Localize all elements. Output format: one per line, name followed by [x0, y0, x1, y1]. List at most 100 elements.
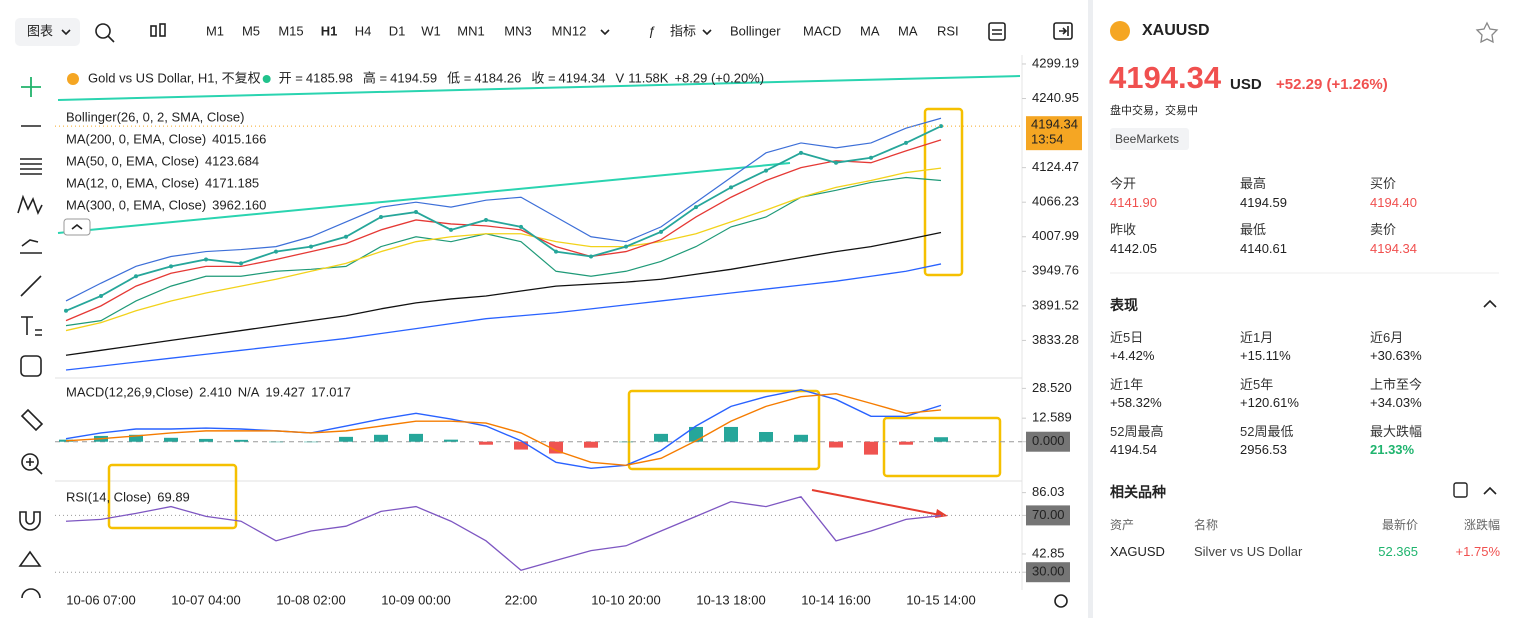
related-header: 名称 — [1194, 518, 1219, 532]
collapse-icon[interactable] — [1483, 486, 1497, 495]
indicators-menu[interactable]: 指标 — [670, 23, 696, 38]
macd-histogram-bar — [514, 441, 528, 450]
annotation-arrow[interactable] — [811, 489, 941, 516]
macd-line — [65, 389, 942, 469]
macd-legend-title: MACD(12,26,9,Close) — [66, 384, 193, 399]
chart-menu-button[interactable] — [15, 18, 80, 46]
y-tick-label: 0.000 — [1032, 433, 1065, 448]
hide-tool[interactable] — [21, 588, 41, 599]
emoji-tool[interactable] — [20, 355, 42, 377]
timeframe-button[interactable]: D1 — [389, 23, 406, 38]
y-tick-label: 3833.28 — [1032, 332, 1079, 347]
collapse-legend-button[interactable] — [63, 218, 91, 236]
ohlc-label: 收 = — [531, 70, 555, 85]
pattern-tool[interactable] — [17, 194, 43, 216]
x-tick-label: 10-14 16:00 — [801, 592, 870, 607]
timeframe-button[interactable]: MN3 — [504, 23, 531, 38]
layout-icon[interactable] — [988, 22, 1006, 41]
fx-icon[interactable]: ƒ — [648, 23, 655, 38]
indicator-button[interactable]: RSI — [937, 23, 959, 38]
performance-value: +4.42% — [1110, 348, 1155, 363]
collapse-icon[interactable] — [1483, 299, 1497, 308]
zoom-tool[interactable] — [21, 453, 39, 471]
macd-histogram-bar — [269, 441, 283, 443]
timeframe-button[interactable]: M1 — [206, 23, 224, 38]
ruler-tool[interactable] — [20, 408, 44, 432]
timeframe-button[interactable]: H1 — [321, 23, 338, 38]
indicator-button[interactable]: MA — [860, 23, 880, 38]
timeframe-button[interactable]: MN1 — [457, 23, 484, 38]
ma-legend-name: MA(50, 0, EMA, Close) — [66, 153, 199, 168]
y-tick-label: 4007.99 — [1032, 228, 1079, 243]
performance-label: 近5日 — [1110, 330, 1144, 345]
bollinger-band — [65, 117, 942, 302]
performance-label: 最大跌幅 — [1370, 424, 1423, 439]
crosshair-tool[interactable] — [21, 77, 41, 97]
x-tick-label: 10-10 20:00 — [591, 592, 660, 607]
timeframe-button[interactable]: H4 — [355, 23, 372, 38]
price-point — [694, 205, 698, 210]
candle-icon[interactable] — [150, 23, 166, 37]
y-tick-label: 86.03 — [1032, 484, 1065, 499]
performance-value: 4194.54 — [1110, 442, 1157, 457]
ma-legend-name: MA(12, 0, EMA, Close) — [66, 175, 199, 190]
quote-value: 4194.40 — [1370, 195, 1417, 210]
performance-value: +120.61% — [1240, 395, 1299, 410]
settings-icon[interactable] — [1054, 594, 1068, 608]
section-title: 表现 — [1110, 297, 1138, 313]
panel-decor — [1110, 21, 1499, 498]
chevron — [600, 29, 610, 36]
indicator-button[interactable]: MA — [898, 23, 918, 38]
macd-line — [65, 392, 942, 466]
macd-histogram-bar — [899, 441, 913, 445]
volume-value: 11.58K — [628, 70, 669, 85]
performance-value: +15.11% — [1240, 348, 1291, 363]
price-point — [449, 227, 453, 232]
ma-legend-value: 4123.684 — [205, 153, 259, 168]
prediction-tool[interactable] — [20, 239, 42, 254]
price-point — [379, 214, 383, 219]
trend-line[interactable] — [57, 162, 791, 234]
price-point — [274, 249, 278, 254]
performance-label: 52周最低 — [1240, 424, 1294, 439]
quote-value: 4141.90 — [1110, 195, 1157, 210]
chart-menu-label[interactable]: 图表 — [27, 23, 53, 38]
text-tool[interactable] — [21, 316, 42, 336]
ma-legend-value: 4171.185 — [205, 175, 259, 190]
fib-tool[interactable] — [20, 158, 42, 175]
annotation-box[interactable] — [627, 389, 821, 471]
rsi-line — [65, 496, 942, 571]
annotation-box[interactable] — [882, 416, 1002, 478]
price-point — [344, 234, 348, 239]
timeframe-button[interactable]: MN12 — [552, 23, 587, 38]
performance-value: +30.63% — [1370, 348, 1422, 363]
y-tick-label: 42.85 — [1032, 545, 1065, 560]
trend-line[interactable] — [57, 75, 1021, 101]
macd-histogram-bar — [444, 439, 458, 442]
brush-tool[interactable] — [20, 275, 42, 297]
favorite-icon[interactable] — [1475, 21, 1499, 44]
quote-label: 卖价 — [1370, 222, 1397, 237]
indicator-button[interactable]: Bollinger — [730, 23, 781, 38]
annotation-box[interactable] — [923, 107, 964, 277]
performance-value: +58.32% — [1110, 395, 1162, 410]
lock-tool[interactable] — [18, 550, 42, 567]
macd-histogram-bar — [339, 436, 353, 442]
zoom-tool-sign — [26, 458, 43, 475]
search-icon[interactable] — [95, 23, 111, 39]
detail-icon[interactable] — [1453, 482, 1468, 498]
related-header: 最新价 — [1381, 518, 1418, 532]
macd-hist-value: 2.410 — [199, 384, 232, 399]
annotation-box[interactable] — [107, 463, 238, 530]
panel-toggle-icon[interactable] — [1053, 22, 1073, 40]
timeframe-button[interactable]: W1 — [421, 23, 441, 38]
timeframe-button[interactable]: M15 — [278, 23, 303, 38]
timeframe-button[interactable]: M5 — [242, 23, 260, 38]
magnet-tool[interactable] — [19, 511, 41, 531]
annotation-arrowhead — [935, 509, 948, 518]
macd-value: 19.427 — [265, 384, 305, 399]
y-tick-label: 70.00 — [1032, 507, 1065, 522]
indicator-button[interactable]: MACD — [803, 23, 841, 38]
y-tick-label: 30.00 — [1032, 564, 1065, 579]
